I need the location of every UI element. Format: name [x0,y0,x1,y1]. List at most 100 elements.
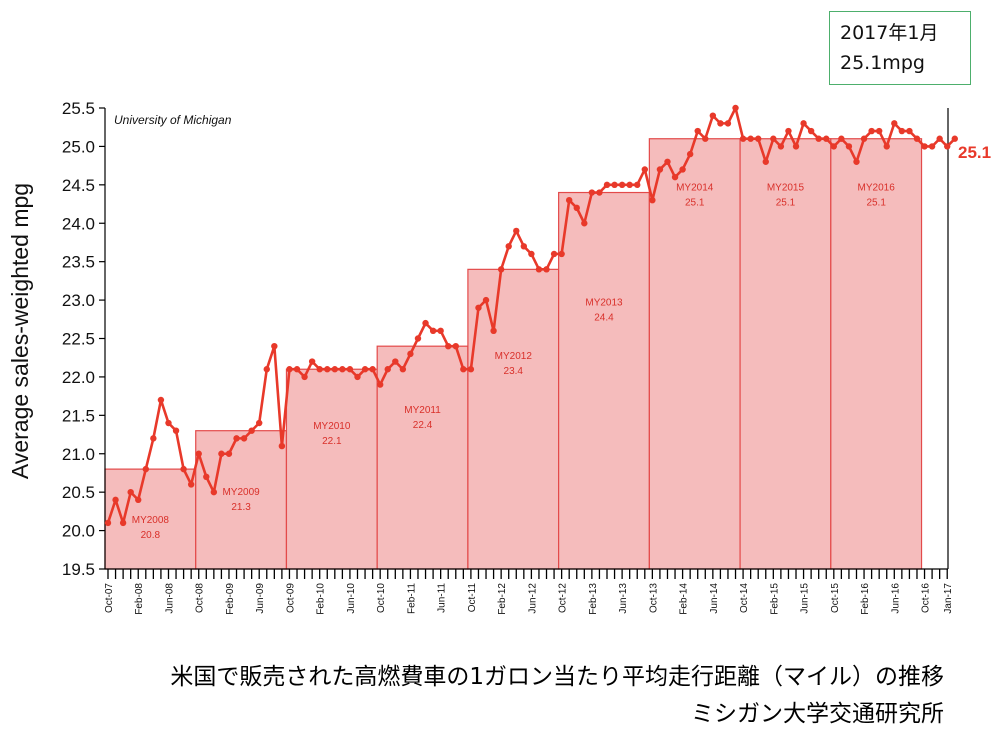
data-point [535,266,543,273]
y-tick-label: 25.5 [62,99,95,118]
data-point [860,135,868,142]
data-point [906,127,913,135]
callout-date: 2017年1月 [840,22,939,44]
data-point [361,366,369,373]
x-tick-label: Oct-09 [285,583,296,613]
data-point [596,189,603,196]
data-point [339,366,346,373]
data-point [112,496,119,504]
data-point [172,427,180,434]
data-point [755,135,762,142]
data-point [165,419,172,427]
x-tick-label: Jun-15 [800,583,811,614]
data-point [467,366,475,373]
model-year-label: MY2009 [222,487,260,498]
model-year-value-label: 22.1 [322,436,342,447]
y-axis-label: Average sales-weighted mpg [7,183,33,479]
model-year-bar-my2012 [467,268,560,570]
x-tick-label: Oct-08 [195,583,206,613]
x-tick-label: Feb-09 [225,583,236,615]
latest-value-callout: 2017年1月 25.1mpg [829,11,971,85]
x-tick-label: Oct-13 [648,583,659,613]
x-tick-label: Jun-10 [346,583,357,614]
x-tick-label: Jun-09 [255,583,266,614]
data-point [119,519,127,527]
data-point [195,450,202,457]
x-tick-label: Jun-08 [164,583,175,614]
data-point [376,381,384,388]
data-point [671,173,679,181]
data-point [210,488,218,496]
x-tick-label: Feb-12 [497,583,508,615]
data-point [225,450,233,457]
data-point [301,373,308,381]
model-year-bar-my2010 [285,368,378,570]
data-point [694,127,701,135]
data-point [581,220,588,227]
data-point [543,266,550,273]
data-point [286,366,293,373]
data-point [792,143,800,150]
model-year-label: MY2008 [132,515,170,526]
x-tick-label: Oct-12 [558,583,569,613]
data-point [331,366,339,373]
x-tick-label: Feb-13 [588,583,599,615]
x-tick-label: Oct-16 [921,583,932,613]
model-year-value-label: 24.4 [594,312,614,323]
data-point [445,342,452,350]
data-point [891,120,898,127]
data-point [271,342,278,350]
data-point [437,327,444,335]
data-point [384,366,391,373]
model-year-label: MY2016 [858,182,896,193]
data-point [634,181,641,189]
model-year-bars [104,138,923,570]
data-point [717,120,724,127]
data-point [475,304,482,311]
x-tick-label: Oct-10 [376,583,387,613]
model-year-bar-my2011 [376,345,469,570]
data-point [709,112,717,119]
y-tick-label: 20.5 [62,483,95,502]
source-label: University of Michigan [114,113,232,127]
data-point [588,189,596,196]
y-tick-label: 25.0 [62,137,95,156]
data-point [883,143,890,150]
x-tick-label: Jun-12 [527,583,538,614]
data-point [649,197,656,204]
data-point [127,488,134,496]
model-year-label: MY2015 [767,182,805,193]
data-point [702,135,709,142]
data-point [497,266,505,273]
y-tick-label: 23.0 [62,291,95,310]
mpg-line-series [104,104,958,527]
chart-caption: 米国で販売された高燃費車の1ガロン当たり平均走行距離（マイル）の推移 [170,664,944,690]
data-point [664,158,671,165]
model-year-label: MY2012 [495,351,533,362]
data-point [482,296,490,304]
y-tick-label: 19.5 [62,560,95,579]
data-point [104,519,112,527]
data-point [233,435,240,442]
data-point [452,342,459,350]
data-point [422,319,429,327]
data-point [187,481,195,488]
data-point [686,150,694,158]
model-year-label: MY2013 [585,297,623,308]
data-point [573,204,580,212]
y-tick-label: 24.0 [62,214,95,233]
data-point [513,227,520,235]
data-point [324,366,331,373]
data-point [618,181,626,189]
callout-value: 25.1mpg [840,52,925,74]
x-tick-label: Feb-15 [769,583,780,615]
data-point [180,465,187,473]
data-point [853,158,860,165]
data-point [248,427,255,434]
data-point [724,120,732,127]
data-point [308,358,316,365]
model-year-bar-my2013 [558,191,650,570]
data-point [203,473,210,480]
data-point [603,181,611,189]
